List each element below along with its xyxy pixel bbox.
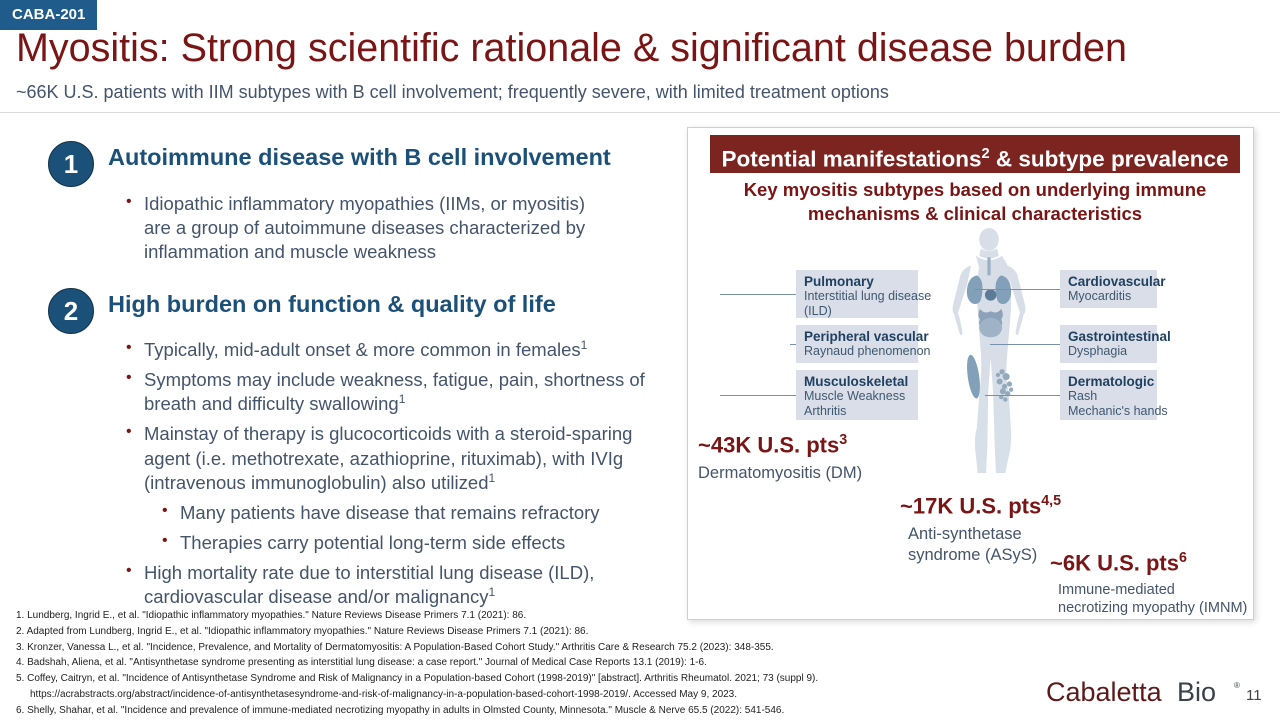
svg-text:Bio: Bio <box>1177 677 1216 707</box>
svg-text:®: ® <box>1234 681 1240 690</box>
svg-text:Cabaletta: Cabaletta <box>1046 677 1163 707</box>
